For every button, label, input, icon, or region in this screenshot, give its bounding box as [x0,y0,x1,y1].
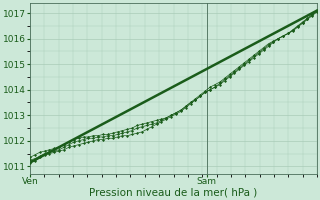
X-axis label: Pression niveau de la mer( hPa ): Pression niveau de la mer( hPa ) [90,187,258,197]
